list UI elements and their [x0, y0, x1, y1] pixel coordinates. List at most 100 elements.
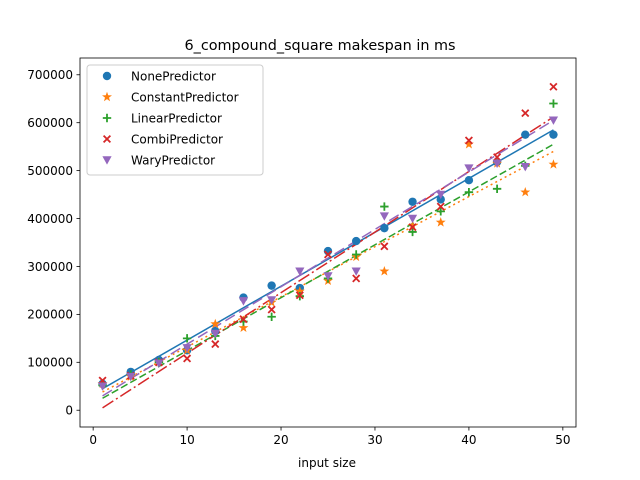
circle-marker — [464, 176, 474, 185]
circle-marker — [436, 195, 445, 204]
data-point — [407, 220, 418, 230]
star-marker — [463, 139, 474, 149]
x-tick-label: 40 — [461, 433, 476, 447]
star-marker — [435, 217, 446, 227]
data-point — [549, 99, 558, 108]
data-point — [548, 116, 559, 125]
y-tick-label: 500000 — [27, 164, 73, 178]
star-marker — [548, 159, 559, 169]
trend-line — [102, 143, 554, 399]
x-marker — [323, 250, 333, 259]
data-point — [549, 82, 558, 91]
circle-marker — [521, 130, 530, 139]
circle-marker — [380, 223, 389, 233]
triangle-marker — [210, 329, 220, 339]
data-point — [352, 274, 361, 283]
plus-marker — [102, 113, 112, 123]
trend-line — [102, 129, 554, 390]
x-marker — [211, 340, 220, 349]
trend-line — [102, 119, 554, 397]
y-tick-label: 200000 — [27, 308, 73, 322]
data-point — [210, 329, 220, 339]
data-point — [521, 130, 530, 139]
circle-marker — [102, 71, 112, 81]
x-marker — [102, 134, 112, 144]
x-marker — [352, 274, 361, 283]
plus-marker — [492, 184, 502, 194]
plus-marker — [408, 227, 417, 237]
star-marker — [379, 266, 390, 276]
triangle-marker — [102, 156, 112, 165]
data-point — [436, 195, 445, 204]
triangle-marker — [154, 359, 164, 368]
data-point — [351, 250, 361, 259]
data-point — [154, 359, 164, 368]
data-point — [183, 354, 192, 363]
legend-label: LinearPredictor — [131, 112, 222, 126]
data-point — [380, 242, 389, 251]
x-marker — [521, 109, 530, 118]
plus-marker — [182, 334, 192, 343]
triangle-marker — [548, 116, 559, 125]
data-point — [436, 207, 445, 216]
data-point — [520, 186, 531, 197]
data-point — [436, 190, 446, 200]
data-point — [210, 318, 221, 329]
data-point — [102, 71, 112, 81]
data-point — [351, 267, 361, 276]
triangle-marker — [126, 372, 136, 382]
y-tick-label: 400000 — [27, 212, 73, 226]
data-point — [102, 134, 112, 144]
x-marker — [183, 354, 192, 363]
data-point — [102, 91, 112, 102]
data-point — [379, 212, 389, 221]
data-point — [126, 372, 136, 382]
data-point — [351, 236, 361, 246]
data-point — [408, 223, 417, 232]
data-point — [323, 272, 333, 281]
triangle-marker — [379, 212, 389, 221]
data-point — [267, 305, 276, 314]
x-marker — [464, 136, 473, 145]
data-point — [238, 297, 249, 306]
data-point — [102, 156, 112, 165]
data-point — [380, 202, 389, 211]
plot-area: 0 10 20 30 40 50 0 100000 200000 300000 400000 5000… — [27, 57, 577, 447]
plus-marker — [351, 250, 361, 259]
data-point — [464, 136, 473, 145]
legend-label: CombiPredictor — [131, 133, 223, 147]
triangle-marker — [351, 267, 361, 276]
data-point — [492, 184, 502, 194]
x-tick-label: 10 — [179, 433, 194, 447]
data-point — [182, 344, 192, 353]
data-point — [238, 322, 249, 333]
data-point — [379, 266, 390, 276]
data-point — [295, 267, 305, 276]
triangle-marker — [492, 159, 502, 169]
y-tick-label: 0 — [65, 404, 73, 418]
legend-label: WaryPredictor — [131, 154, 215, 168]
data-point — [267, 296, 277, 305]
circle-marker — [408, 197, 417, 206]
data-point — [464, 176, 474, 185]
triangle-marker — [407, 214, 418, 224]
plus-marker — [380, 202, 389, 211]
data-point — [520, 162, 530, 172]
x-tick-label: 0 — [89, 433, 97, 447]
triangle-marker — [267, 296, 277, 305]
triangle-marker — [464, 164, 474, 173]
legend-box — [86, 64, 264, 176]
triangle-marker — [295, 267, 305, 276]
data-point — [549, 130, 558, 139]
x-marker — [408, 223, 417, 232]
y-tick-label: 100000 — [27, 356, 73, 370]
data-point — [464, 164, 474, 173]
data-point — [493, 153, 502, 162]
plus-marker — [436, 207, 445, 216]
data-point — [267, 312, 276, 321]
triangle-marker — [238, 297, 249, 306]
plus-marker — [464, 187, 474, 197]
legend-label: NonePredictor — [131, 70, 216, 84]
data-point — [464, 187, 474, 197]
